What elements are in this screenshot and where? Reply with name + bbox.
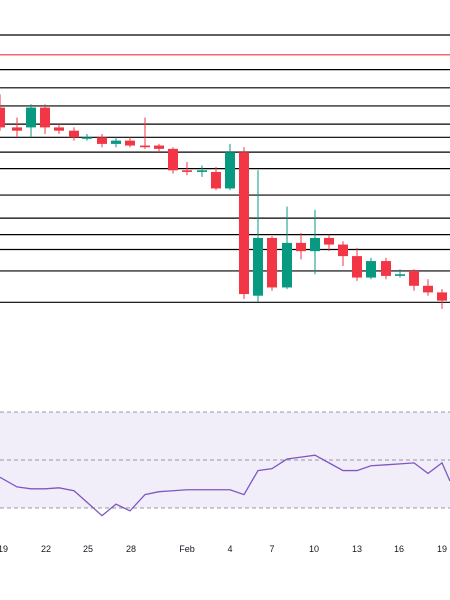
candle-body [423, 285, 433, 293]
x-tick-label: Feb [179, 544, 195, 554]
candle [381, 257, 391, 280]
candle-body [182, 170, 192, 172]
candle [423, 279, 433, 296]
candle-body [125, 140, 135, 146]
x-tick-label: 16 [394, 544, 404, 554]
candle-body [296, 242, 306, 252]
candle-body [54, 127, 64, 131]
candle [125, 137, 135, 148]
candle-body [211, 171, 221, 189]
candle [296, 233, 306, 260]
candle [140, 117, 150, 149]
candle [352, 247, 362, 281]
candle-body [267, 237, 277, 288]
candle [168, 147, 178, 174]
candle [182, 162, 192, 176]
candle [154, 143, 164, 153]
candle-body [310, 237, 320, 252]
candle-body [168, 148, 178, 171]
candle [310, 209, 320, 275]
candle-body [69, 130, 79, 138]
oscillator-pane [0, 411, 450, 517]
candle-body [154, 145, 164, 149]
candle-body [239, 152, 249, 295]
candle [282, 206, 292, 290]
candle-body [352, 256, 362, 278]
candle-body [381, 261, 391, 276]
candle [239, 147, 249, 299]
candle-body [197, 170, 207, 172]
candle [225, 143, 235, 191]
candle [82, 134, 92, 141]
candle-body [338, 244, 348, 257]
x-tick-label: 10 [309, 544, 319, 554]
x-tick-label: 7 [269, 544, 274, 554]
oscillator-line [0, 454, 450, 517]
candle-body [82, 137, 92, 139]
candle-body [225, 152, 235, 189]
x-tick-label: 19 [0, 544, 8, 554]
candle [111, 137, 121, 148]
candle [437, 289, 447, 309]
x-tick-label: 22 [41, 544, 51, 554]
candle [395, 269, 405, 278]
candle-body [395, 274, 405, 276]
candle-body [111, 140, 121, 144]
candle [324, 234, 334, 252]
x-axis: 19 22 25 28 Feb 4 7 10 13 16 19 [0, 544, 447, 554]
candle [54, 124, 64, 134]
candle-body [40, 107, 50, 128]
candle [197, 165, 207, 177]
candle [253, 170, 263, 303]
candle-body [282, 242, 292, 288]
price-pane [0, 34, 450, 309]
candle-body [437, 292, 447, 301]
x-tick-label: 25 [83, 544, 93, 554]
candle [12, 117, 22, 138]
candle [366, 257, 376, 280]
candle-body [409, 270, 419, 286]
candle-body [366, 261, 376, 278]
candle [0, 94, 5, 131]
x-tick-label: 4 [227, 544, 232, 554]
candle-body [12, 127, 22, 131]
candle-body [0, 107, 5, 128]
candle [211, 167, 221, 191]
candle [26, 104, 36, 138]
candle-body [324, 237, 334, 245]
candle-body [26, 107, 36, 128]
candle [267, 236, 277, 291]
candle [409, 269, 419, 291]
candle [69, 127, 79, 141]
candle-body [140, 145, 150, 148]
candle-body [253, 237, 263, 296]
candle [97, 134, 107, 148]
candle [40, 104, 50, 134]
candle [338, 241, 348, 266]
x-tick-label: 13 [352, 544, 362, 554]
candle-body [97, 137, 107, 144]
x-tick-label: 19 [437, 544, 447, 554]
x-tick-label: 28 [126, 544, 136, 554]
